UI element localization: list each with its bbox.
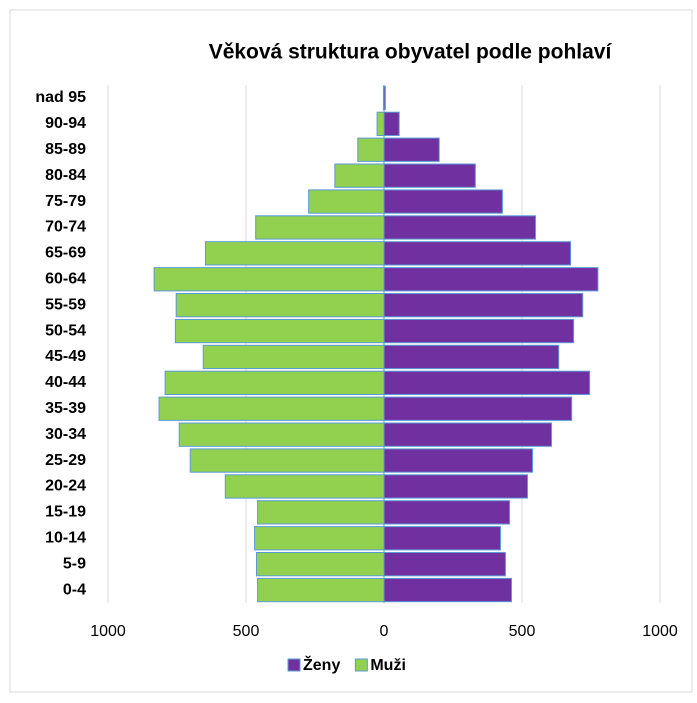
bar: [334, 163, 385, 188]
bar: [174, 318, 385, 344]
bar: [383, 526, 501, 551]
bar: [255, 215, 385, 240]
bar: [383, 474, 529, 499]
legend-swatch: [287, 658, 301, 672]
bar: [308, 189, 385, 214]
bar: [383, 448, 533, 473]
bar: [257, 500, 385, 525]
y-tick-label: 70-74: [45, 219, 86, 236]
chart-title: Věková struktura obyvatel podle pohlaví: [209, 41, 613, 64]
y-tick-label: 75-79: [45, 193, 86, 210]
bar: [257, 577, 385, 603]
bar: [383, 370, 591, 396]
legend-label: Ženy: [303, 655, 340, 674]
y-tick-label: 65-69: [45, 245, 86, 262]
x-tick-label: 1000: [90, 623, 126, 640]
y-tick-label: 45-49: [45, 348, 86, 365]
x-tick-label: 1000: [642, 623, 678, 640]
bar: [383, 241, 572, 266]
bar: [383, 111, 400, 137]
bar: [189, 448, 385, 473]
bar: [383, 344, 560, 370]
bar: [254, 526, 385, 551]
bar: [383, 137, 440, 162]
bar: [178, 422, 385, 447]
y-tick-label: 0-4: [63, 581, 86, 598]
bar: [202, 344, 385, 370]
y-tick-label: 20-24: [45, 478, 86, 495]
bar: [383, 215, 537, 240]
bar: [164, 370, 385, 396]
y-tick-label: 25-29: [45, 452, 86, 469]
bar: [158, 396, 385, 421]
y-tick-label: 55-59: [45, 296, 86, 313]
bar: [383, 577, 513, 603]
y-tick-label: 5-9: [63, 555, 86, 572]
bar: [383, 267, 599, 292]
y-tick-label: 30-34: [45, 426, 86, 443]
bar: [383, 396, 573, 421]
y-tick-label: 40-44: [45, 374, 86, 391]
y-tick-label: 80-84: [45, 167, 86, 184]
y-tick-label: 60-64: [45, 270, 86, 287]
legend-label: Muži: [370, 657, 406, 674]
x-tick-label: 500: [233, 623, 260, 640]
bar: [175, 292, 385, 318]
bar: [383, 189, 503, 214]
y-tick-label: 85-89: [45, 141, 86, 158]
y-tick-label: 90-94: [45, 115, 86, 132]
y-tick-label: 35-39: [45, 400, 86, 417]
bar: [383, 500, 511, 525]
y-tick-label: nad 95: [35, 89, 86, 106]
bar: [255, 551, 385, 577]
bar: [153, 267, 385, 292]
bar: [383, 318, 575, 344]
legend-swatch: [354, 658, 368, 672]
y-tick-label: 10-14: [45, 529, 86, 546]
bar: [357, 137, 385, 162]
x-tick-label: 500: [509, 623, 536, 640]
bar: [204, 241, 385, 266]
bar: [383, 422, 553, 447]
y-tick-label: 50-54: [45, 322, 86, 339]
y-tick-label: 15-19: [45, 504, 86, 521]
bar: [224, 474, 385, 499]
bar: [376, 111, 385, 137]
x-tick-label: 0: [380, 623, 389, 640]
bar: [383, 551, 506, 577]
bar: [383, 292, 584, 318]
bar: [383, 163, 476, 188]
